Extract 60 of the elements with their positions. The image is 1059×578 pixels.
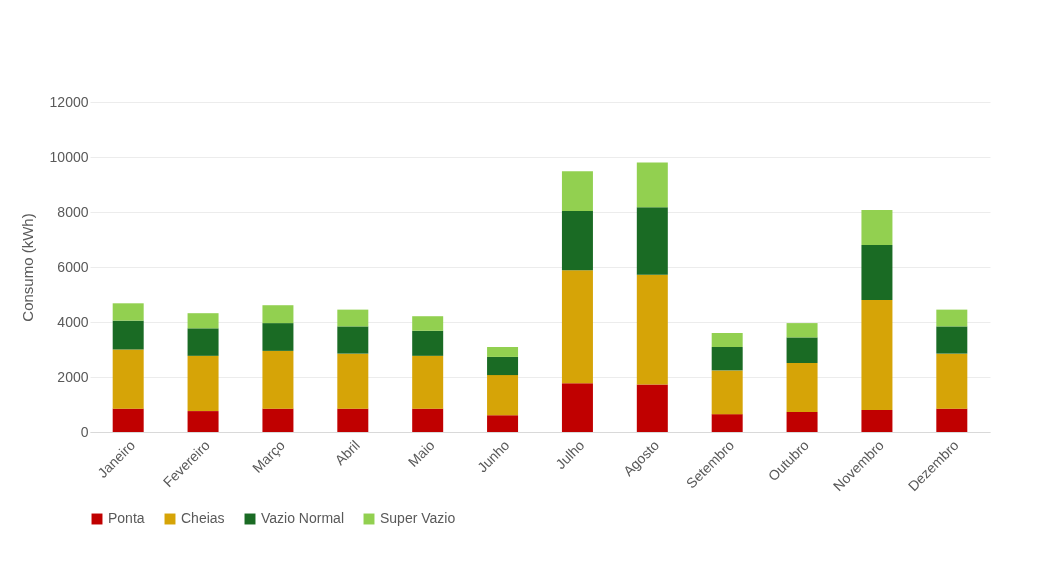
bar	[337, 309, 369, 327]
bar	[412, 355, 444, 409]
bar	[262, 305, 294, 324]
bar	[337, 408, 369, 432]
bar	[936, 408, 968, 432]
bar	[262, 323, 294, 351]
bar	[112, 303, 144, 321]
bar	[636, 274, 668, 385]
bar	[262, 408, 294, 432]
y-tick-label: 12000	[49, 93, 89, 110]
bar	[786, 411, 818, 432]
bar	[412, 316, 444, 331]
legend-label: Cheias	[181, 510, 225, 526]
bar	[187, 411, 219, 432]
bar	[936, 309, 968, 327]
bar	[112, 408, 144, 432]
bar	[337, 353, 369, 409]
bar	[112, 349, 144, 409]
bar	[487, 356, 519, 376]
bar	[412, 330, 444, 356]
bar	[861, 245, 893, 300]
bar	[337, 326, 369, 354]
bar	[861, 210, 893, 245]
bar	[786, 337, 818, 363]
y-tick-label: 8000	[57, 203, 89, 220]
bar	[561, 171, 593, 211]
bar	[487, 347, 519, 357]
bar	[262, 350, 294, 409]
bar	[112, 320, 144, 350]
bar	[636, 162, 668, 208]
bar	[487, 415, 519, 432]
y-axis-title: Consumo (kWh)	[18, 213, 36, 322]
bar	[561, 210, 593, 271]
bar	[861, 410, 893, 432]
y-tick-label: 4000	[57, 313, 89, 330]
y-tick-label: 2000	[57, 368, 89, 385]
bar	[187, 313, 219, 329]
bar	[786, 323, 818, 338]
bar	[636, 384, 668, 432]
bar	[861, 300, 893, 410]
bar	[711, 414, 743, 432]
y-tick-label: 0	[80, 423, 89, 440]
legend-label: Ponta	[108, 510, 145, 526]
y-tick-label: 10000	[49, 148, 89, 165]
bar	[711, 333, 743, 348]
bar	[561, 270, 593, 384]
bar	[786, 362, 818, 412]
bar	[936, 326, 968, 354]
bar	[187, 355, 219, 412]
bar	[187, 328, 219, 356]
bar	[412, 408, 444, 432]
bar	[711, 347, 743, 371]
bar	[487, 375, 519, 416]
legend-label: Super Vazio	[380, 510, 456, 526]
bar	[936, 353, 968, 409]
bar	[561, 383, 593, 432]
legend-label: Vazio Normal	[261, 510, 344, 526]
y-tick-label: 6000	[57, 258, 89, 275]
bar	[711, 370, 743, 415]
bar	[636, 207, 668, 275]
